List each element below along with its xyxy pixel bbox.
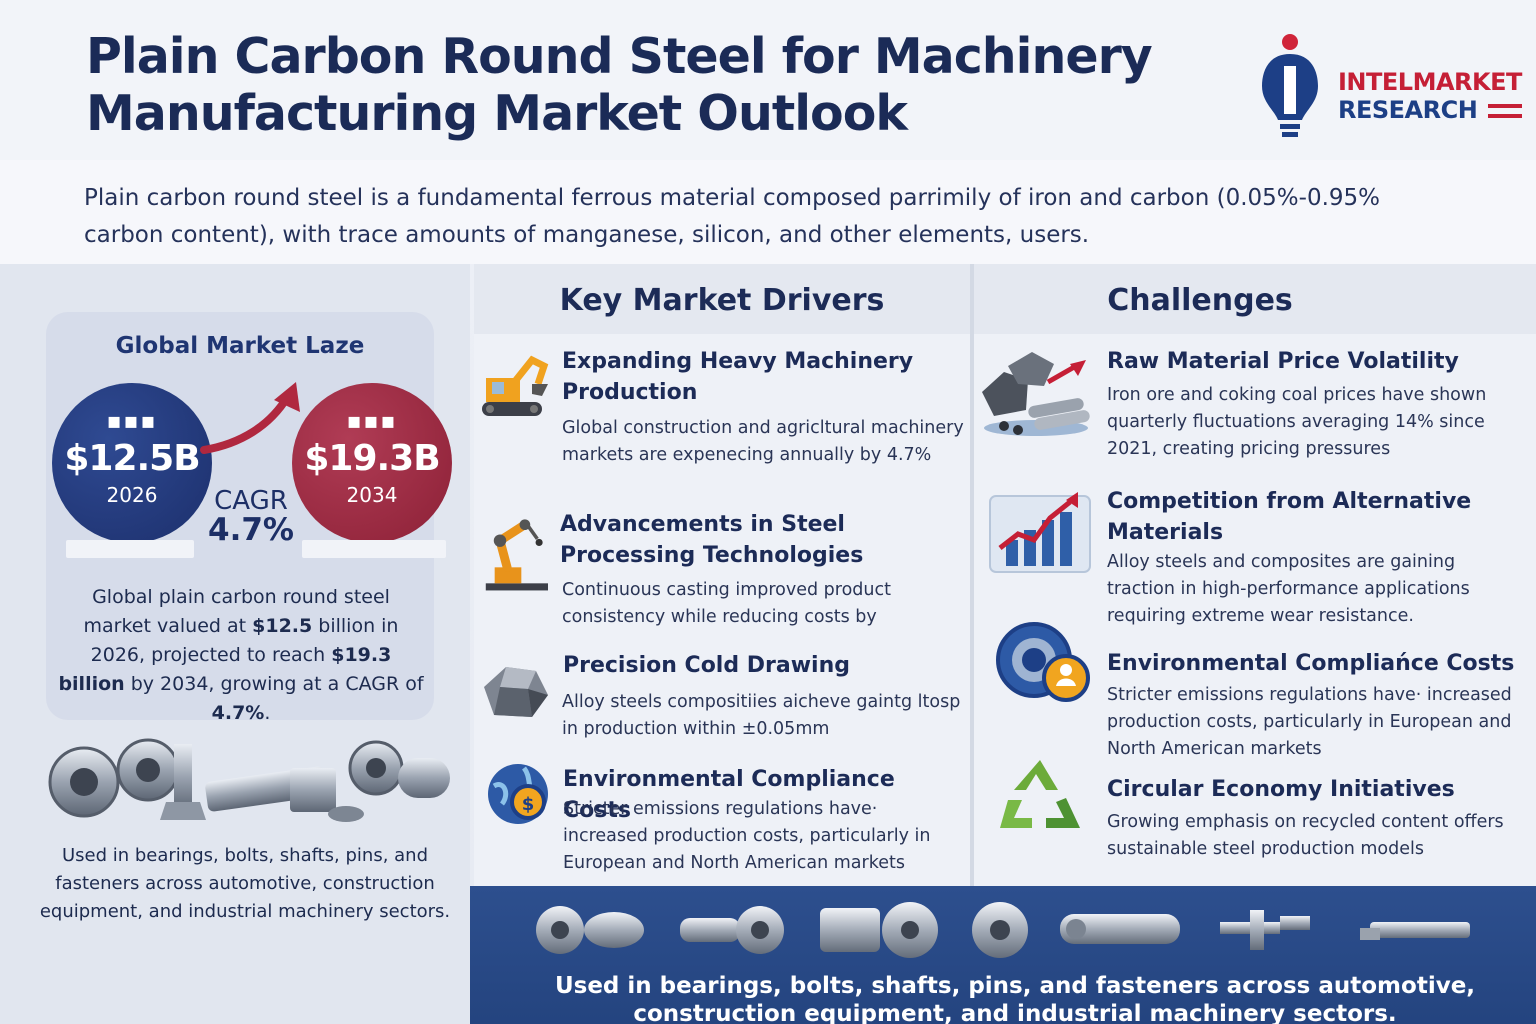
growth-arrow-icon: [200, 382, 300, 454]
challenges-column: [974, 264, 1536, 886]
brand-stripe-red: [1488, 104, 1522, 108]
market-2034-year: 2034: [346, 483, 398, 507]
driver-title: Environmental Compliance Costs: [563, 767, 895, 823]
page-title: Plain Carbon Round Steel for Machinery M…: [86, 28, 1153, 142]
challenge-text: Iron ore and coking coal prices have sho…: [1107, 385, 1487, 459]
driver-text: Stricter emissions regulations have· inc…: [563, 799, 931, 873]
drivers-header-band: [474, 264, 970, 334]
brand-logo: INTELMARKET RESEARCH: [1262, 32, 1532, 142]
svg-text:$: $: [522, 794, 535, 815]
driver-text: Global construction and agricltural mach…: [562, 418, 964, 465]
challenge-title: Competition from Alternative Materials: [1107, 489, 1472, 545]
bottom-usage-text: Used in bearings, bolts, shafts, pins, a…: [554, 973, 1476, 1024]
bearing-group: [536, 906, 644, 954]
bulb-logo-icon: [1262, 34, 1318, 137]
intro-text: Plain carbon round steel is a fundamenta…: [84, 185, 1381, 248]
challenge-text: Alloy steels and composites are gaining …: [1107, 552, 1470, 626]
column-divider: [970, 264, 974, 886]
robot-arm-icon: [485, 519, 548, 591]
brand-stripe-red-2: [1488, 114, 1522, 118]
brand-line2: RESEARCH: [1338, 96, 1478, 124]
brand-line1: INTELMARKET: [1338, 68, 1522, 96]
market-description: Global plain carbon round steel market v…: [58, 586, 424, 724]
driver-title: Expanding Heavy Machinery Production: [562, 349, 914, 405]
circle-dots: ▪▪▪: [346, 409, 398, 434]
market-2026-circle: ▪▪▪ $12.5B 2026: [52, 383, 212, 543]
challenge-text: Growing emphasis on recycled content off…: [1107, 812, 1504, 859]
challenge-text: Stricter emissions regulations have· inc…: [1107, 685, 1512, 759]
market-2026-value: $12.5B: [64, 438, 200, 479]
driver-title: Advancements in Steel Processing Technol…: [560, 512, 864, 568]
steel-parts-illustration: [48, 738, 450, 822]
excavator-icon: [482, 355, 549, 416]
market-2034-value: $19.3B: [304, 438, 440, 479]
challenge-title: Environmental Compliańce Costs: [1107, 651, 1515, 676]
bar-chart-icon: [989, 492, 1091, 573]
driver-text: Alloy steels compositiies aicheve gaintg…: [562, 692, 961, 739]
drivers-column: [474, 264, 970, 886]
challenges-header-band: [974, 264, 1536, 334]
circle-plate: [66, 540, 194, 558]
bottom-parts-illustration: [536, 902, 1470, 958]
intro-band: [0, 160, 1536, 264]
gear-person-icon: [996, 622, 1090, 702]
challenges-heading: Challenges: [1107, 283, 1293, 318]
market-2026-year: 2026: [106, 483, 158, 507]
challenge-title: Raw Material Price Volatility: [1107, 349, 1459, 374]
raw-material-icon: [982, 352, 1090, 436]
market-2034-circle: ▪▪▪ $19.3B 2034: [292, 383, 452, 543]
drivers-heading: Key Market Drivers: [559, 283, 885, 318]
cagr-value: 4.7%: [208, 512, 294, 548]
market-card-title: Global Market Laze: [115, 333, 365, 359]
cagr-label: CAGR: [214, 486, 288, 516]
globe-gear-icon: $: [488, 764, 548, 824]
usage-left-text: Used in bearings, bolts, shafts, pins, a…: [39, 845, 451, 922]
driver-title: Precision Cold Drawing: [563, 653, 850, 678]
steel-block-icon: [484, 667, 548, 717]
driver-text: Continuous casting improved product cons…: [562, 580, 891, 627]
circle-plate: [302, 540, 446, 558]
challenge-title: Circular Economy Initiatives: [1107, 777, 1455, 802]
recycle-icon: [1000, 760, 1080, 828]
circle-dots: ▪▪▪: [106, 409, 158, 434]
